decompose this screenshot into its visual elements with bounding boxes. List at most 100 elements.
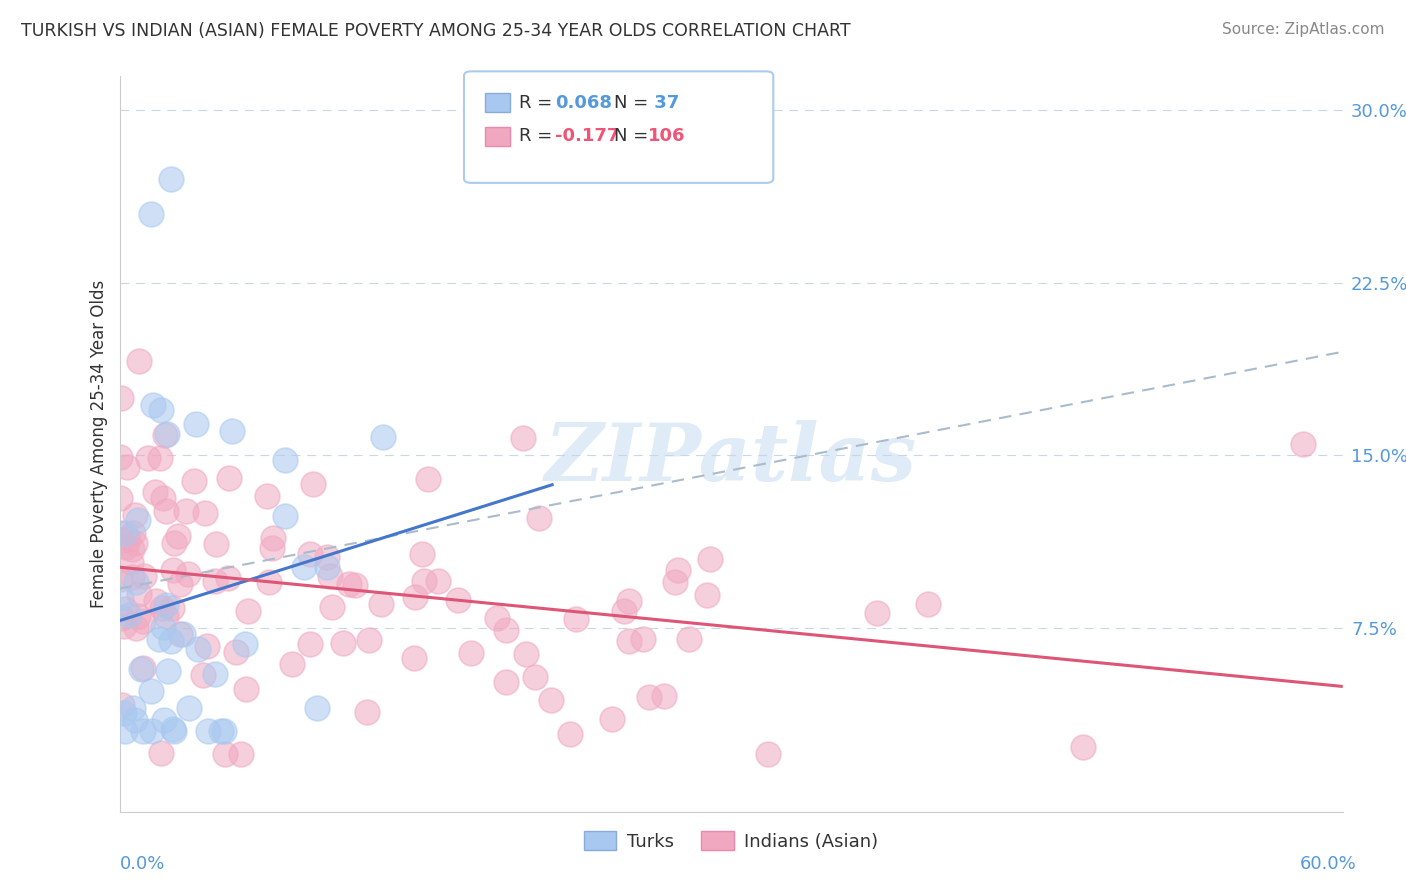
Point [344,578,367,592]
Point [225,645,247,659]
Point [699,552,721,566]
Text: R =: R = [519,128,558,145]
Point [292,560,315,574]
Point [174,504,197,518]
Point [176,566,198,581]
Text: R =: R = [519,94,558,112]
Point [124,508,146,522]
Point [156,426,179,441]
Point [209,723,232,738]
Point [1071,739,1094,754]
Point [132,661,155,675]
Point [617,594,640,608]
Point [184,417,207,432]
Point [110,391,132,405]
Point [169,627,191,641]
Point [318,569,340,583]
Point [145,594,167,608]
Point [565,611,588,625]
Point [132,724,155,739]
Point [148,450,170,465]
Point [321,600,343,615]
Point [356,706,378,720]
Point [512,431,534,445]
Point [128,587,150,601]
Point [108,450,131,464]
Point [617,634,640,648]
Point [150,601,173,615]
Point [917,597,939,611]
Point [214,747,236,762]
Point [205,537,228,551]
Point [139,207,162,221]
Point [337,577,360,591]
Point [298,547,321,561]
Point [127,513,149,527]
Point [183,474,205,488]
Point [159,172,181,186]
Point [315,550,337,565]
Point [218,471,240,485]
Point [162,536,184,550]
Point [163,724,186,739]
Point [664,574,686,589]
Text: 0.068: 0.068 [555,94,613,112]
Point [259,575,281,590]
Point [122,525,145,540]
Text: TURKISH VS INDIAN (ASIAN) FEMALE POVERTY AMONG 25-34 YEAR OLDS CORRELATION CHART: TURKISH VS INDIAN (ASIAN) FEMALE POVERTY… [21,22,851,40]
Point [111,698,134,712]
Point [485,611,508,625]
Point [114,724,136,739]
Point [112,619,135,633]
Point [262,531,284,545]
Point [124,714,146,728]
Point [152,620,174,634]
Point [413,574,436,588]
Point [139,683,162,698]
Point [152,491,174,505]
Point [370,597,392,611]
Point [121,542,143,557]
Point [162,722,184,736]
Point [108,572,131,586]
Point [529,511,551,525]
Point [865,606,887,620]
Point [136,450,159,465]
Point [117,459,139,474]
Point [149,747,172,761]
Point [305,701,328,715]
Point [125,621,148,635]
Point [125,574,148,589]
Point [558,727,581,741]
Point [118,607,141,622]
Point [155,504,177,518]
Point [495,674,517,689]
Point [155,609,177,624]
Point [515,648,537,662]
Point [150,403,173,417]
Point [302,477,325,491]
Point [212,724,235,739]
Point [1292,436,1315,450]
Point [460,646,482,660]
Point [332,636,354,650]
Point [112,706,135,720]
Point [122,701,145,715]
Point [238,604,260,618]
Point [166,529,188,543]
Point [145,485,167,500]
Point [256,489,278,503]
Point [274,453,297,467]
Text: -0.177: -0.177 [555,128,620,145]
Point [416,471,439,485]
Point [631,632,654,647]
Point [115,540,138,554]
Point [172,627,194,641]
Point [756,747,779,762]
Point [110,591,132,605]
Point [177,701,200,715]
Text: 0.0%: 0.0% [120,855,165,872]
Point [274,508,297,523]
Point [156,664,179,678]
Point [159,633,181,648]
